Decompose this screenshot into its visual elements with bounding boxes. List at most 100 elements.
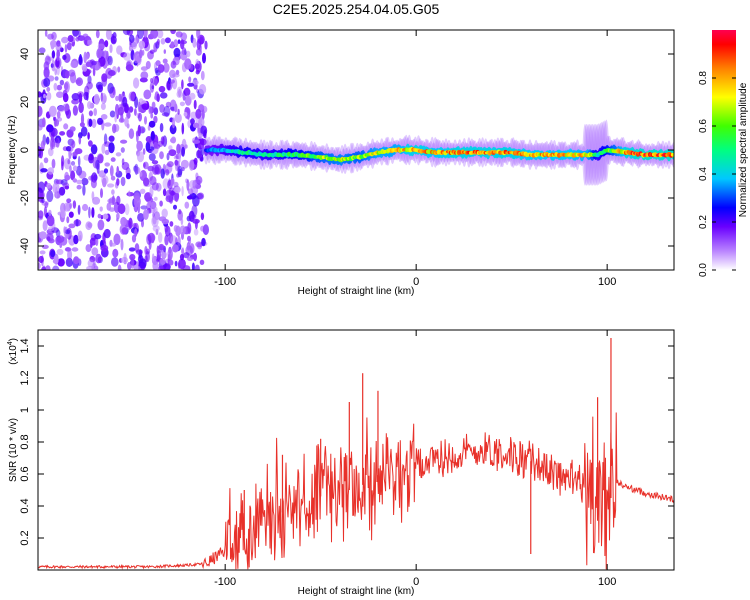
noise-blob <box>57 258 65 267</box>
noise-blob <box>188 76 192 83</box>
noise-blob <box>176 143 181 154</box>
noise-blob <box>118 117 125 123</box>
noise-blob <box>120 139 128 144</box>
noise-blob <box>79 122 85 128</box>
noise-blob <box>43 157 49 164</box>
noise-blob <box>174 260 178 267</box>
y-tick-label: 20 <box>19 96 31 108</box>
noise-blob <box>138 258 147 269</box>
noise-blob <box>148 146 155 151</box>
noise-blob <box>201 237 206 247</box>
noise-blob <box>38 145 42 157</box>
noise-blob <box>139 171 143 177</box>
noise-blob <box>56 111 61 119</box>
noise-blob <box>110 175 116 181</box>
noise-blob <box>85 244 92 253</box>
noise-blob <box>148 120 156 128</box>
noise-blob <box>143 209 149 221</box>
noise-blob <box>165 169 170 176</box>
noise-blob <box>195 241 203 248</box>
colorbar: 0.0 0.2 0.4 0.6 0.8 Normalized spectral ampl… <box>698 30 749 277</box>
noise-blob <box>87 39 93 46</box>
snr-scale-prefix: (x10 <box>8 345 19 365</box>
noise-blob <box>63 226 66 234</box>
noise-blob <box>158 243 165 251</box>
noise-blob <box>189 243 195 254</box>
noise-blob <box>173 47 181 58</box>
noise-blob <box>67 249 73 261</box>
noise-blob <box>161 208 168 218</box>
noise-blob <box>112 123 117 134</box>
noise-blob <box>70 161 76 166</box>
noise-blob <box>144 116 147 125</box>
noise-blob <box>134 108 137 116</box>
noise-blob <box>111 189 115 195</box>
noise-blob <box>198 84 207 95</box>
y-tick-label: 1.2 <box>19 370 31 385</box>
noise-blob <box>109 110 116 118</box>
noise-blob <box>177 235 181 247</box>
noise-blob <box>46 91 52 101</box>
noise-blob <box>134 96 139 109</box>
noise-blob <box>145 136 153 143</box>
noise-blob <box>78 136 82 145</box>
noise-blob <box>87 101 92 110</box>
noise-blob <box>43 93 46 99</box>
noise-blob <box>184 58 192 70</box>
noise-blob <box>82 203 89 212</box>
noise-blob <box>157 64 165 73</box>
noise-blob <box>179 225 186 236</box>
noise-blob <box>113 233 121 245</box>
noise-blob <box>159 151 164 160</box>
noise-blob <box>107 183 115 188</box>
noise-blob <box>174 186 181 194</box>
noise-blob <box>150 30 159 39</box>
noise-blob <box>123 52 131 61</box>
noise-blob <box>46 86 51 92</box>
noise-blob <box>186 179 190 191</box>
noise-blob <box>134 163 139 176</box>
noise-blob <box>112 248 119 258</box>
noise-blob <box>123 252 127 263</box>
noise-blob <box>192 179 197 189</box>
noise-blob <box>39 250 46 255</box>
colorbar-tick-label: 0.6 <box>698 119 709 133</box>
noise-blob <box>63 82 69 91</box>
noise-blob <box>107 70 116 76</box>
noise-blob <box>87 132 90 140</box>
noise-blob <box>63 123 69 130</box>
noise-blob <box>144 245 148 255</box>
snr-content <box>38 338 674 570</box>
noise-blob <box>48 209 52 216</box>
noise-blob <box>200 138 207 146</box>
y-tick-label: -20 <box>19 190 31 206</box>
noise-blob <box>46 124 54 133</box>
noise-blob <box>196 149 202 159</box>
noise-blob <box>47 167 55 175</box>
noise-blob <box>38 181 46 193</box>
noise-blob <box>93 257 96 269</box>
noise-blob <box>151 101 156 110</box>
noise-blob <box>56 84 63 91</box>
noise-blob <box>170 235 177 246</box>
noise-blob <box>163 62 170 73</box>
noise-blob <box>156 250 162 261</box>
noise-blob <box>38 255 44 264</box>
noise-blob <box>73 256 80 265</box>
noise-blob <box>174 113 182 123</box>
noise-blob <box>149 49 155 54</box>
noise-blob <box>168 149 177 157</box>
noise-blob <box>93 93 100 105</box>
spectrogram-content <box>38 30 674 270</box>
noise-blob <box>93 108 97 116</box>
noise-blob <box>125 172 131 180</box>
noise-blob <box>137 101 141 113</box>
noise-blob <box>201 105 208 114</box>
noise-blob <box>62 182 70 189</box>
noise-blob <box>40 140 46 151</box>
noise-blob <box>55 43 62 52</box>
noise-blob <box>67 159 70 165</box>
noise-blob <box>179 253 185 261</box>
noise-blob <box>64 44 68 53</box>
noise-blob <box>62 92 69 103</box>
